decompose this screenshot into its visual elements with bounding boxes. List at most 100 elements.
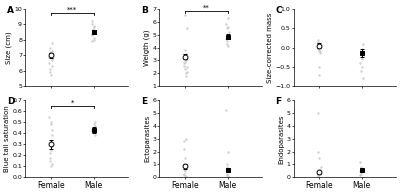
Point (358, 171, 364, 174)
Point (224, 172, 230, 175)
Point (46, 115, 52, 118)
Point (359, 168, 366, 171)
Point (47, 156, 54, 159)
Point (48, 54, 54, 57)
Point (90, 24, 97, 28)
Point (316, 171, 322, 174)
Text: *: * (70, 100, 74, 106)
Point (48, 49, 55, 52)
Point (183, 137, 190, 140)
Point (89, 128, 95, 132)
Point (314, 48, 321, 51)
Point (49, 134, 56, 137)
Point (315, 169, 321, 172)
Point (358, 172, 364, 175)
Text: C: C (275, 6, 282, 15)
Point (91, 126, 97, 129)
Point (182, 60, 188, 63)
Point (357, 61, 364, 65)
Text: D: D (7, 97, 14, 106)
Point (316, 73, 322, 76)
Point (316, 157, 323, 160)
Point (49, 163, 56, 166)
Point (183, 58, 189, 61)
Point (183, 52, 189, 55)
Point (183, 70, 190, 74)
Point (91, 37, 98, 40)
Point (46, 61, 52, 65)
Point (182, 48, 188, 52)
Point (357, 169, 364, 172)
Point (46, 55, 52, 58)
Point (89, 40, 95, 43)
Point (357, 173, 363, 176)
Point (92, 131, 98, 134)
Point (223, 27, 230, 30)
Point (181, 172, 188, 175)
Point (315, 41, 322, 44)
Point (183, 74, 189, 77)
Point (224, 33, 230, 36)
Point (47, 159, 53, 162)
Point (183, 175, 189, 178)
Point (315, 43, 321, 46)
Point (359, 52, 365, 55)
Point (224, 173, 230, 176)
Point (223, 109, 230, 112)
Text: A: A (7, 6, 14, 15)
Point (316, 45, 322, 48)
Point (181, 64, 188, 67)
Point (89, 32, 95, 35)
Point (226, 31, 232, 34)
Point (46, 68, 53, 71)
Point (223, 37, 230, 40)
Point (225, 168, 232, 171)
Point (316, 52, 323, 55)
Point (91, 31, 98, 34)
Point (91, 123, 97, 126)
Point (49, 145, 56, 148)
Point (315, 112, 321, 115)
Point (316, 65, 322, 68)
Point (359, 56, 365, 59)
Point (48, 123, 54, 126)
Point (46, 46, 53, 49)
Point (226, 169, 232, 172)
Point (89, 128, 95, 132)
Point (317, 165, 324, 169)
Point (92, 121, 98, 124)
Point (181, 147, 187, 151)
Point (182, 56, 188, 59)
Point (182, 168, 188, 171)
Y-axis label: Ectoparasites: Ectoparasites (144, 115, 150, 162)
Point (317, 50, 323, 53)
Y-axis label: Endoparasites: Endoparasites (278, 114, 284, 164)
Point (225, 25, 231, 29)
Point (49, 57, 56, 60)
Point (47, 51, 53, 54)
Point (224, 40, 231, 43)
Point (182, 68, 189, 71)
Point (91, 38, 97, 41)
Point (182, 59, 189, 62)
Text: F: F (275, 97, 281, 106)
Point (48, 143, 55, 146)
Point (47, 165, 54, 168)
Text: B: B (141, 6, 148, 15)
Point (92, 124, 98, 127)
Point (49, 41, 56, 44)
Point (314, 40, 321, 43)
Point (47, 152, 54, 155)
Point (49, 52, 55, 55)
Point (358, 65, 365, 68)
Point (357, 160, 363, 164)
Point (360, 77, 366, 80)
Point (49, 128, 55, 132)
Point (89, 23, 95, 26)
Point (92, 134, 98, 137)
Point (181, 55, 188, 58)
Point (181, 140, 187, 143)
Point (358, 69, 364, 72)
Point (49, 58, 56, 61)
Point (315, 38, 321, 41)
